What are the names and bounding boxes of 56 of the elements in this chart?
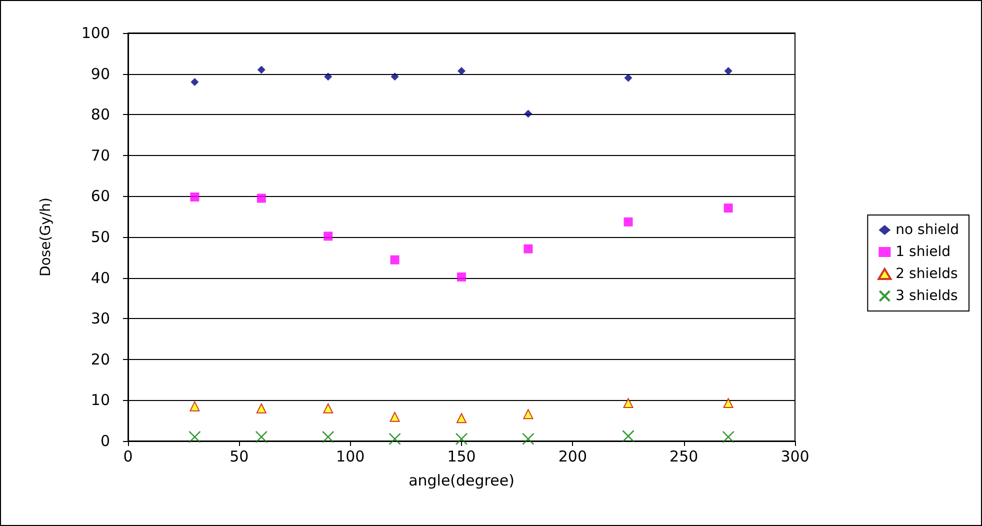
point [722,430,734,444]
point [522,432,534,446]
point [190,401,200,412]
point [323,403,334,414]
x-axis-title: angle(degree) [408,472,514,490]
point [622,430,634,442]
y-tick-label: 80 [90,106,110,124]
x-tick-label: 250 [670,448,698,466]
x-tick-label: 100 [336,448,365,466]
point [190,78,199,86]
y-tick-label: 60 [90,187,110,206]
point [455,432,468,446]
y-tick-label: 50 [90,228,110,246]
point [188,430,201,444]
point [724,66,732,75]
x-tick-label: 300 [780,448,810,466]
point [256,403,266,414]
y-axis-title: Dose(Gy/h) [38,198,54,276]
y-tick-label: 10 [90,391,110,410]
point [322,430,334,444]
point [456,413,466,424]
point [624,217,633,226]
x-tick-label: 200 [558,448,587,466]
x-tick-label: 0 [123,448,133,466]
point [724,204,733,213]
point [523,409,534,420]
y-tick-label: 40 [90,268,110,287]
point [388,432,401,446]
legend-label: 3 shields [896,288,958,304]
legend-label: no shield [896,222,960,238]
point [255,430,268,444]
point [257,66,266,74]
y-tick-label: 70 [90,146,110,164]
point [457,272,466,282]
point [324,72,332,81]
point [458,66,466,75]
y-tick-label: 100 [81,24,110,42]
point [390,255,400,264]
y-tick-label: 90 [90,64,110,83]
point [390,72,399,81]
legend-label: 2 shields [896,266,958,282]
point [723,398,734,408]
point [524,244,533,254]
point [256,194,266,203]
x-tick-label: 50 [230,448,249,466]
legend-label: 1 shield [896,244,950,260]
point [324,232,333,241]
y-tick-label: 0 [100,432,110,450]
point [524,110,532,118]
y-tick-label: 30 [90,310,110,328]
point [623,398,634,408]
x-tick-label: 150 [447,448,476,466]
point [624,74,632,82]
point [390,412,400,422]
point [190,192,200,202]
y-tick-label: 20 [90,350,110,368]
